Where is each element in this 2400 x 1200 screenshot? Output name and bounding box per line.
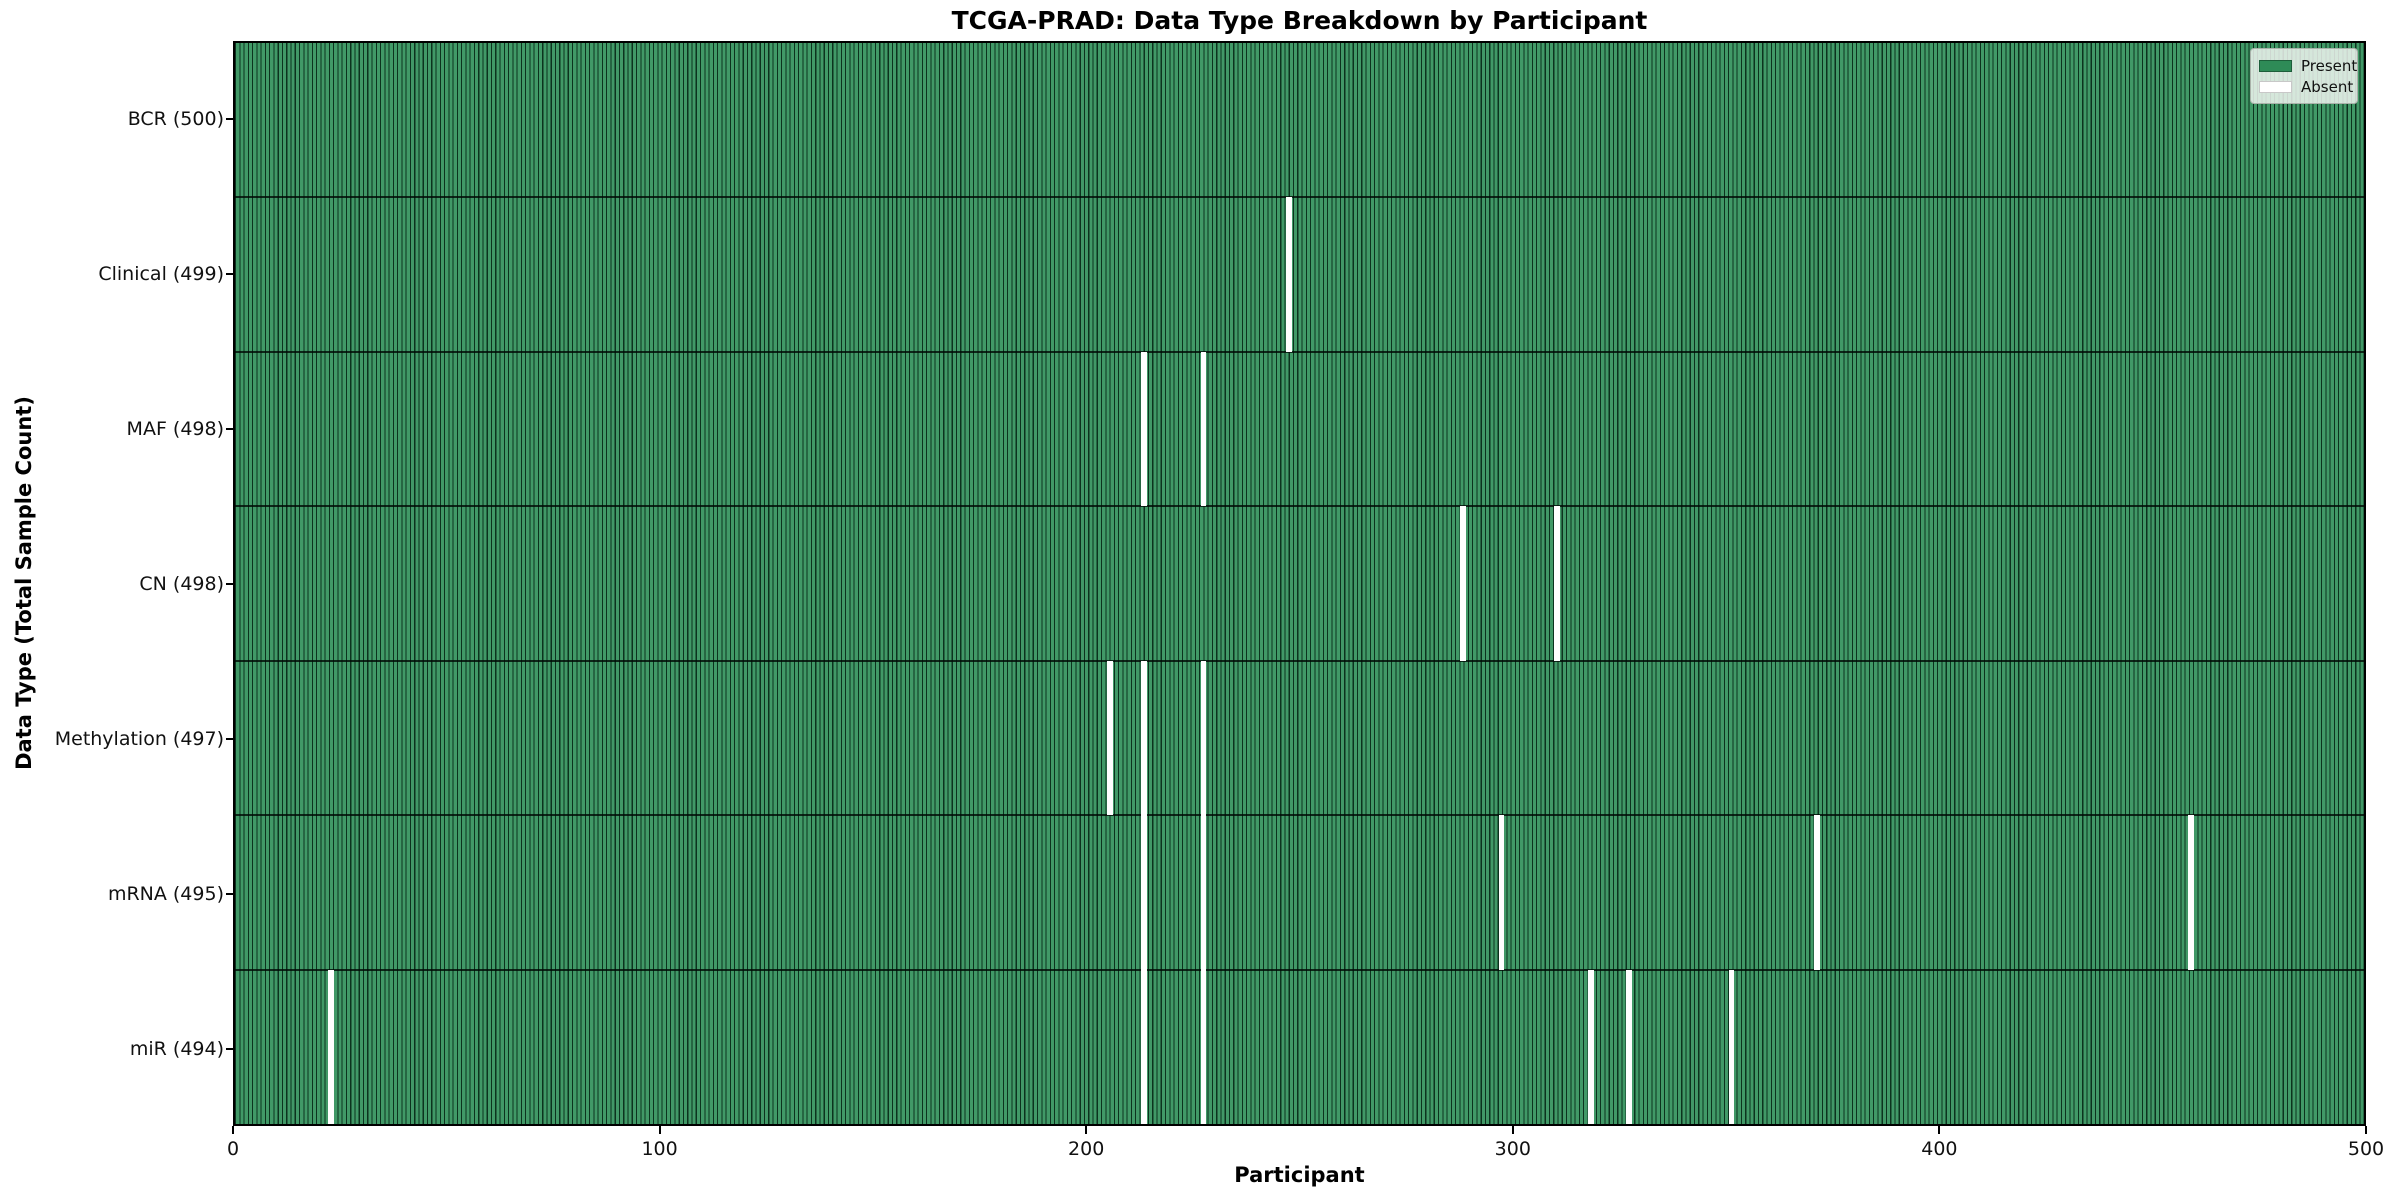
x-tick-label-0: 0: [226, 1138, 240, 1160]
row-divider: [235, 814, 2364, 817]
x-tick-mark: [1938, 1126, 1941, 1134]
row-divider: [235, 659, 2364, 662]
y-tick-label-mrna: mRNA (495): [107, 882, 224, 905]
y-tick-mark: [226, 737, 234, 740]
absent-cell-mrna-213: [1140, 815, 1147, 970]
absent-swatch-icon: [2259, 80, 2292, 93]
absent-cell-mrna-371: [1813, 815, 1820, 970]
x-tick-label-100: 100: [641, 1138, 678, 1160]
row-mrna: [235, 815, 2364, 970]
x-tick-mark: [658, 1126, 661, 1134]
absent-cell-mir-351: [1728, 969, 1735, 1124]
row-divider: [235, 196, 2364, 199]
absent-cell-mir-213: [1140, 969, 1147, 1124]
y-tick-label-mir: miR (494): [129, 1037, 224, 1060]
y-tick-mark: [226, 427, 234, 430]
absent-cell-maf-227: [1200, 351, 1207, 507]
y-tick-label-clinical: Clinical (499): [98, 262, 224, 285]
x-tick-mark: [2365, 1126, 2367, 1134]
y-tick-label-methylation: Methylation (497): [54, 727, 224, 750]
absent-cell-mir-318: [1588, 969, 1594, 1124]
absent-cell-mir-227: [1200, 969, 1207, 1124]
y-tick-mark: [226, 582, 234, 585]
x-tick-label-500: 500: [2347, 1138, 2385, 1160]
legend: Present Absent: [2250, 48, 2358, 104]
chart-title: TCGA-PRAD: Data Type Breakdown by Partic…: [951, 6, 1648, 35]
row-methylation: [235, 660, 2364, 816]
row-cn: [235, 506, 2364, 661]
legend-entry-absent: Absent: [2259, 76, 2353, 97]
legend-label-present: Present: [2301, 56, 2358, 75]
absent-cell-cn-310: [1553, 506, 1560, 661]
y-tick-label-bcr: BCR (500): [127, 107, 224, 130]
x-tick-mark: [1085, 1126, 1088, 1134]
absent-cell-mrna-459: [2188, 815, 2195, 970]
legend-entry-present: Present: [2259, 55, 2357, 76]
absent-cell-methylation-205: [1106, 660, 1113, 816]
y-tick-label-cn: CN (498): [139, 572, 224, 595]
row-divider: [235, 350, 2364, 353]
y-tick-labels: BCR (500) Clinical (499) MAF (498) CN (498)…: [0, 41, 224, 1126]
x-axis-label: Participant: [1234, 1163, 1365, 1187]
row-mir: [235, 969, 2364, 1124]
y-tick-mark: [226, 117, 234, 120]
absent-cell-mrna-297: [1498, 815, 1505, 970]
row-clinical: [235, 197, 2364, 352]
absent-cell-clinical-247: [1285, 197, 1292, 352]
x-tick-label-200: 200: [1068, 1138, 1105, 1160]
absent-cell-cn-288: [1460, 506, 1467, 661]
absent-cell-maf-213: [1140, 351, 1147, 507]
absent-cell-methylation-227: [1200, 660, 1207, 816]
y-tick-mark: [226, 1047, 234, 1050]
y-tick-mark: [226, 892, 234, 895]
x-tick-label-300: 300: [1494, 1138, 1531, 1160]
x-tick-mark: [1511, 1126, 1514, 1134]
absent-cell-mir-327: [1626, 969, 1633, 1124]
row-bcr: [235, 43, 2364, 197]
legend-label-absent: Absent: [2301, 77, 2354, 96]
plot-area: Present Absent: [233, 41, 2366, 1126]
row-maf: [235, 351, 2364, 507]
y-tick-mark: [226, 272, 234, 275]
row-divider: [235, 968, 2364, 971]
row-divider: [235, 505, 2364, 508]
x-tick-mark: [232, 1126, 234, 1134]
present-swatch-icon: [2259, 59, 2292, 72]
x-tick-label-400: 400: [1921, 1138, 1958, 1160]
absent-cell-mrna-227: [1200, 815, 1207, 970]
absent-cell-methylation-213: [1140, 660, 1147, 816]
y-tick-label-maf: MAF (498): [126, 417, 224, 440]
absent-cell-mir-22: [327, 969, 334, 1124]
